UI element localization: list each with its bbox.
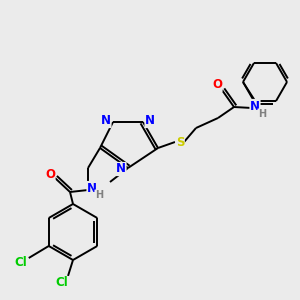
- Text: N: N: [87, 182, 97, 194]
- Text: N: N: [116, 163, 126, 176]
- Text: O: O: [45, 169, 55, 182]
- Text: N: N: [145, 115, 155, 128]
- Text: N: N: [101, 115, 111, 128]
- Text: Cl: Cl: [56, 277, 68, 290]
- Text: H: H: [95, 190, 103, 200]
- Text: S: S: [176, 136, 184, 148]
- Text: N: N: [250, 100, 260, 112]
- Text: Cl: Cl: [14, 256, 27, 269]
- Text: O: O: [212, 79, 222, 92]
- Text: H: H: [258, 109, 266, 119]
